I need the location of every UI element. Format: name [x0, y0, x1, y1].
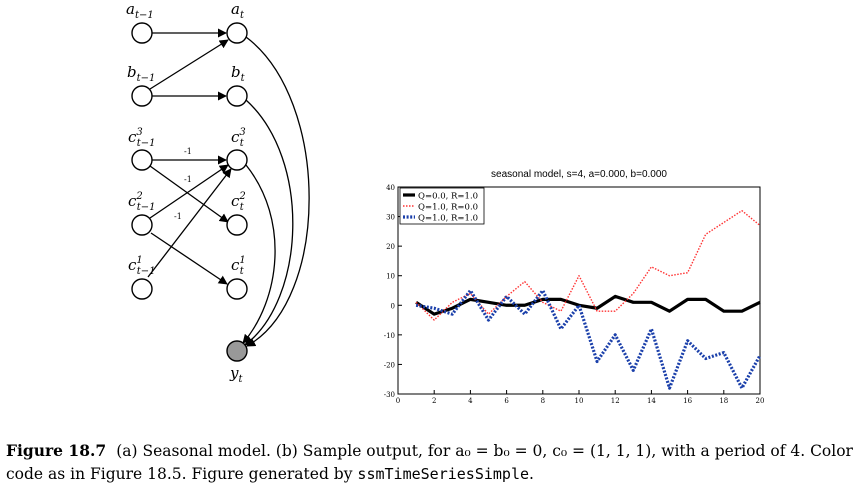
x-tick-label: 16	[683, 397, 692, 405]
edge-c3-y	[242, 164, 276, 344]
caption-end: .	[529, 465, 534, 483]
caption-text: (a) Seasonal model. (b) Sample output, f…	[6, 442, 853, 483]
x-tick-label: 4	[468, 397, 473, 405]
edge-c2-c3	[149, 164, 229, 219]
node-c3-t	[226, 149, 248, 171]
x-tick-label: 2	[432, 397, 436, 405]
series-line-2	[415, 209, 761, 321]
legend-label: Q=1.0, R=0.0	[418, 203, 478, 213]
edge-b-y	[244, 99, 294, 346]
y-tick-label: 0	[391, 302, 395, 310]
y-tick-label: 30	[386, 214, 395, 222]
node-b-t	[226, 85, 248, 107]
x-tick-label: 0	[396, 397, 400, 405]
node-y-t	[226, 340, 248, 362]
node-c1-prev	[131, 278, 153, 300]
figure-caption: Figure 18.7 (a) Seasonal model. (b) Sampl…	[6, 439, 858, 486]
label-c2-t: c2 t	[231, 191, 246, 213]
weight-label: -1	[174, 212, 182, 221]
y-tick-label: 20	[386, 243, 395, 251]
x-tick-label: 12	[611, 397, 620, 405]
label-y-t: yt	[229, 364, 243, 385]
edge-c3-c2	[149, 165, 229, 223]
seasonal-output-chart: seasonal model, s=4, a=0.000, b=0.000 0 2…	[384, 169, 765, 405]
node-a-t	[226, 22, 248, 44]
label-b-prev: bt−1	[127, 63, 155, 84]
y-tick-label: 10	[386, 273, 395, 281]
weight-label: -1	[184, 175, 192, 184]
node-c2-t	[226, 214, 248, 236]
node-b-prev	[131, 85, 153, 107]
figure-label: Figure 18.7	[6, 441, 107, 460]
label-c1-t: c1 t	[231, 255, 246, 277]
node-c1-t	[226, 278, 248, 300]
label-b-t: bt	[231, 63, 246, 84]
edge-c1-c3	[147, 168, 232, 278]
weight-label: -1	[184, 147, 192, 156]
label-a-prev: at−1	[126, 0, 154, 21]
label-c1-prev: c1 t−1	[128, 255, 156, 277]
node-c3-prev	[131, 149, 153, 171]
label-c3-t: c3 t	[231, 127, 246, 149]
node-c2-prev	[131, 214, 153, 236]
y-tick-label: -20	[384, 361, 395, 369]
label-c2-prev: c2 t−1	[128, 191, 156, 213]
series-line-1	[415, 294, 761, 316]
node-a-prev	[131, 22, 153, 44]
x-tick-label: 8	[541, 397, 545, 405]
edge-c2-c1	[150, 232, 228, 285]
x-tick-label: 18	[719, 397, 728, 405]
y-tick-label: -30	[384, 391, 395, 399]
y-tick-label: 40	[386, 184, 395, 192]
legend-label: Q=0.0, R=1.0	[418, 192, 478, 202]
caption-code: ssmTimeSeriesSimple	[357, 465, 530, 483]
edge-b-a	[149, 39, 229, 90]
y-tick-label: -10	[384, 332, 395, 340]
x-tick-label: 6	[504, 397, 509, 405]
x-tick-label: 14	[647, 397, 656, 405]
label-c3-prev: c3 t−1	[128, 127, 156, 149]
legend-label: Q=1.0, R=1.0	[418, 214, 478, 224]
x-tick-label: 20	[756, 397, 765, 405]
seasonal-model-diagram: -1 -1 -1 at−1 at bt−1 bt c3 t−1 c3 t c2 t−1…	[126, 0, 310, 385]
edge-a-y	[245, 36, 310, 347]
x-tick-label: 10	[575, 397, 584, 405]
series-line-3	[415, 288, 762, 390]
label-a-t: at	[231, 0, 245, 21]
chart-title: seasonal model, s=4, a=0.000, b=0.000	[491, 169, 667, 180]
